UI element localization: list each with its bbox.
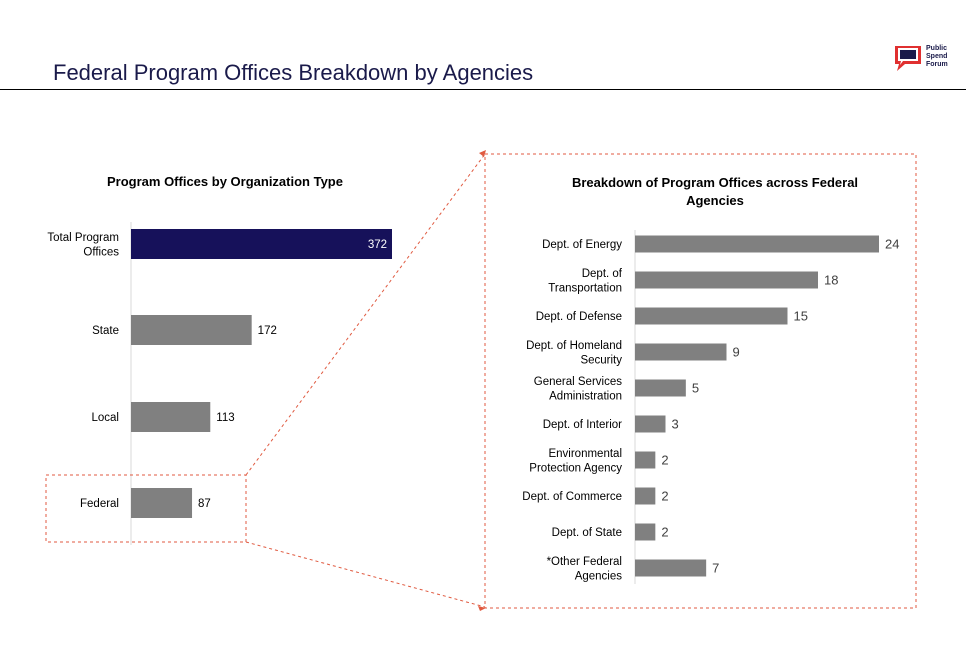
right-chart-bar [635, 271, 818, 289]
right-chart-category-label: Dept. of Energy [542, 239, 622, 251]
right-chart-bar [635, 559, 707, 577]
right-chart-category-label: Dept. of Interior [543, 419, 622, 431]
speech-bubble-logo-icon [895, 46, 921, 71]
right-chart-value-label: 9 [733, 345, 740, 360]
right-chart-category-label: *Other Federal Agencies [547, 556, 623, 583]
left-chart-category-label: Local [92, 412, 120, 424]
right-chart-bar [635, 307, 788, 325]
left-chart-bar [131, 315, 252, 345]
left-chart-category-label: State [92, 325, 119, 337]
connector-arrowhead-bottom [478, 606, 486, 611]
page-title: Federal Program Offices Breakdown by Age… [53, 60, 534, 85]
right-chart-bar [635, 415, 666, 433]
right-chart-bar [635, 451, 656, 469]
right-chart-bar [635, 379, 686, 397]
right-chart-value-label: 15 [794, 309, 808, 324]
right-chart-value-label: 2 [661, 525, 668, 540]
right-chart-bar [635, 343, 727, 361]
logo-line: Forum [926, 61, 948, 68]
right-chart-value-label: 2 [661, 489, 668, 504]
connector-arrowhead-top [479, 150, 486, 157]
callout-connector-bottom [245, 541, 486, 608]
right-chart-bar [635, 235, 879, 253]
left-chart-bar [131, 229, 392, 259]
right-chart-title: Breakdown of Program Offices across Fede… [565, 174, 865, 210]
right-chart-value-label: 18 [824, 273, 838, 288]
left-chart-category-label: Total Program Offices [47, 232, 119, 259]
logo-line: Spend [926, 53, 948, 60]
right-chart-value-label: 7 [712, 561, 719, 576]
left-chart-title: Program Offices by Organization Type [107, 174, 343, 189]
left-chart-value-label: 113 [216, 412, 234, 424]
right-chart-category-label: Dept. of Transportation [548, 268, 623, 295]
left-chart-category-label: Federal [80, 498, 119, 510]
right-chart-category-label: General Services Administration [534, 376, 622, 403]
callout-connector-top [245, 153, 486, 476]
logo-wordmark: Public Spend Forum [926, 45, 948, 69]
left-chart-value-label: 372 [368, 239, 387, 251]
agency-breakdown-box [484, 153, 917, 609]
title-divider [0, 89, 966, 90]
right-chart-value-label: 3 [672, 417, 679, 432]
logo-line: Public [926, 45, 948, 52]
left-chart-bar [131, 488, 193, 518]
right-chart-category-label: Dept. of State [552, 527, 622, 539]
right-chart-category-label: Dept. of Defense [536, 311, 622, 323]
right-chart-bar [635, 523, 656, 541]
right-chart-title-text: Breakdown of Program Offices across Fede… [571, 175, 859, 208]
federal-callout-box [45, 474, 247, 543]
right-chart-bar [635, 487, 656, 505]
right-chart-category-label: Environmental Protection Agency [529, 448, 622, 475]
right-chart-category-label: Dept. of Homeland Security [526, 340, 622, 367]
right-chart-value-label: 5 [692, 381, 699, 396]
left-chart-bar [131, 402, 211, 432]
right-chart-category-label: Dept. of Commerce [522, 491, 622, 503]
brand-logo: Public Spend Forum [893, 44, 957, 74]
right-chart-value-label: 2 [661, 453, 668, 468]
left-chart-value-label: 87 [198, 498, 211, 510]
right-chart-value-label: 24 [885, 237, 899, 252]
left-chart-value-label: 172 [258, 325, 277, 337]
